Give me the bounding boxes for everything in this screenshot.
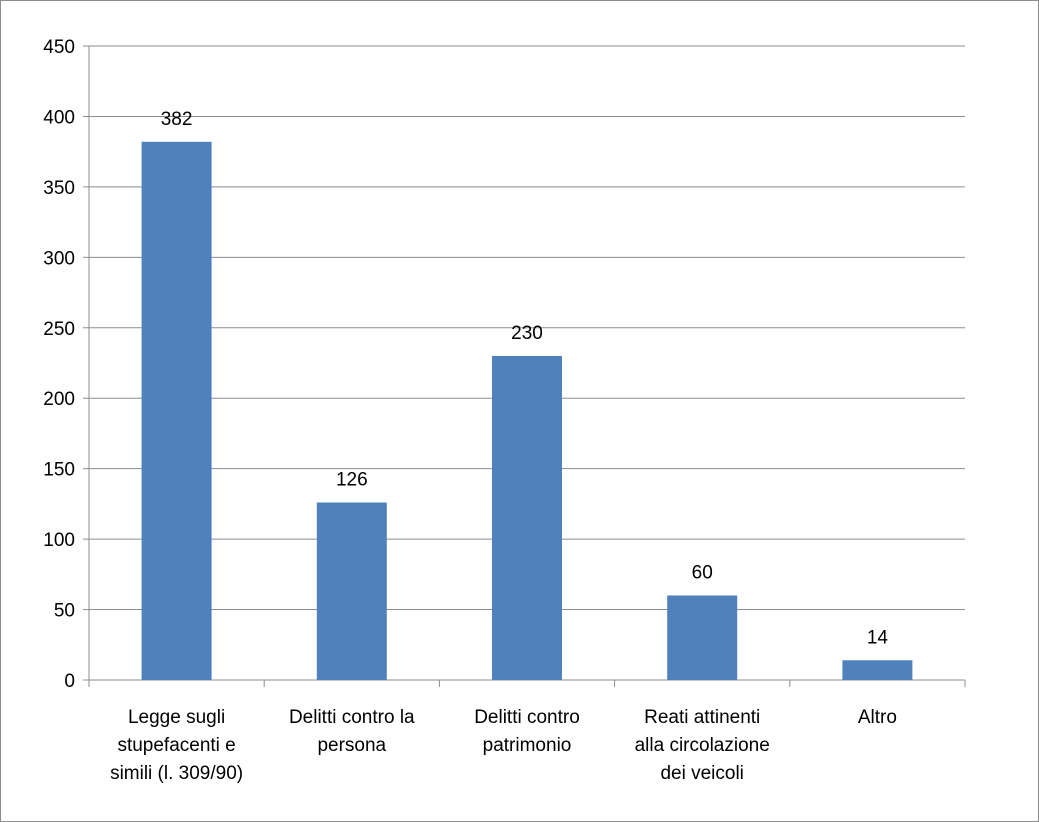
- category-label: Reati attinenti alla circolazione dei veic…: [635, 707, 770, 784]
- data-labels: 382 126 230 60 14: [161, 109, 889, 648]
- data-label: 60: [692, 562, 713, 583]
- y-tick-label: 250: [43, 319, 75, 340]
- bar: [141, 141, 212, 680]
- y-tick-label: 50: [54, 601, 75, 622]
- y-tick-label: 0: [64, 671, 75, 692]
- bar: [492, 355, 562, 680]
- category-label: Altro: [858, 707, 897, 728]
- category-label-line: Delitti contro la: [289, 707, 415, 728]
- gridlines: [89, 45, 965, 611]
- category-labels: Legge sugli stupefacenti e simili (l. 309/…: [110, 707, 897, 784]
- category-label-line: dei veicoli: [660, 763, 743, 784]
- category-label-line: Reati attinenti: [644, 707, 760, 728]
- data-label: 14: [867, 627, 889, 648]
- data-label: 382: [161, 109, 193, 130]
- y-tick-label: 200: [43, 389, 75, 410]
- bar: [667, 595, 738, 680]
- category-label: Delitti contro patrimonio: [474, 707, 580, 756]
- bar: [316, 502, 387, 680]
- bars: [141, 141, 913, 680]
- category-label-line: Altro: [858, 707, 897, 728]
- data-label: 126: [336, 469, 368, 490]
- y-tick-label: 350: [43, 178, 75, 199]
- y-tick-label: 450: [43, 37, 75, 58]
- y-tick-label: 300: [43, 248, 75, 269]
- category-label-line: alla circolazione: [635, 735, 770, 756]
- category-label-line: patrimonio: [483, 735, 572, 756]
- category-label-line: stupefacenti e: [117, 735, 235, 756]
- category-label-line: persona: [317, 735, 386, 756]
- category-label-line: Legge sugli: [128, 707, 225, 728]
- data-label: 230: [511, 323, 543, 344]
- category-label-line: simili (l. 309/90): [110, 763, 243, 784]
- y-tick-label: 150: [43, 460, 75, 481]
- y-tick-label: 100: [43, 530, 75, 551]
- category-label: Legge sugli stupefacenti e simili (l. 309/…: [110, 707, 243, 784]
- bar: [842, 660, 913, 680]
- category-label-line: Delitti contro: [474, 707, 580, 728]
- y-tick-labels: 0 50 100 150 200 250 300 350 400 450: [43, 37, 75, 692]
- category-label: Delitti contro la persona: [289, 707, 415, 756]
- y-tick-label: 400: [43, 107, 75, 128]
